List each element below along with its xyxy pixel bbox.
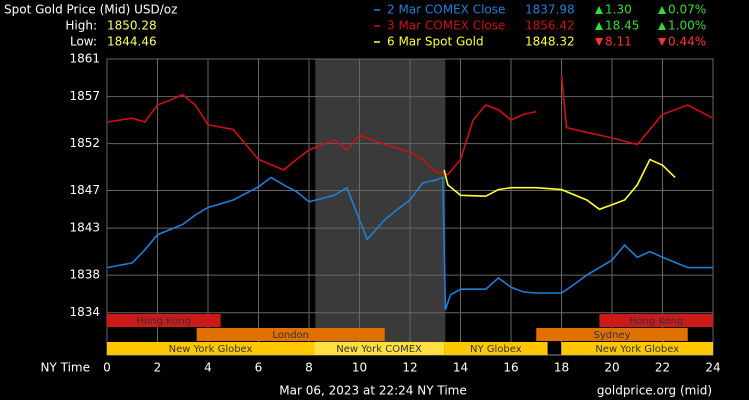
highlight-band (315, 59, 446, 355)
direction-arrow (658, 38, 666, 46)
legend-label: 3 Mar COMEX Close (387, 19, 505, 33)
low-value: 1844.46 (107, 35, 157, 49)
legend-change-pct: 0.44% (668, 35, 706, 49)
low-label: Low: (70, 35, 97, 49)
legend-change-pct: 0.07% (668, 3, 706, 17)
direction-arrow (658, 6, 666, 14)
series-line (443, 158, 676, 211)
legend-label: 6 Mar Spot Gold (387, 35, 484, 49)
x-tick-label: 12 (402, 361, 417, 375)
y-tick-label: 1834 (69, 305, 100, 319)
legend-change: 1.30 (605, 3, 632, 17)
y-tick-label: 1843 (69, 221, 100, 235)
x-tick-label: 8 (305, 361, 313, 375)
y-tick-label: 1857 (69, 89, 100, 103)
session-label: Sydney (593, 330, 630, 341)
session-bar (561, 342, 713, 355)
y-tick-label: 1847 (69, 183, 100, 197)
legend-price: 1856.42 (525, 19, 575, 33)
direction-arrow (658, 22, 666, 30)
x-tick-label: 16 (503, 361, 518, 375)
x-tick-label: 2 (154, 361, 162, 375)
x-tick-label: 20 (604, 361, 619, 375)
session-label: Hong Kong (137, 316, 191, 327)
y-tick-label: 1852 (69, 136, 100, 150)
x-tick-label: 0 (103, 361, 111, 375)
legend-change: 18.45 (605, 19, 639, 33)
legend-label: 2 Mar COMEX Close (387, 3, 505, 17)
session-bar (536, 328, 688, 341)
legend-change-pct: 1.00% (668, 19, 706, 33)
legend-price: 1848.32 (525, 35, 575, 49)
x-tick-label: 22 (655, 361, 670, 375)
x-tick-label: 10 (352, 361, 367, 375)
session-label: New York COMEX (336, 344, 422, 355)
x-tick-label: 24 (705, 361, 720, 375)
x-axis-label: NY Time (41, 361, 91, 375)
high-value: 1850.28 (107, 19, 157, 33)
x-tick-label: 14 (453, 361, 468, 375)
legend-change: 8.11 (605, 35, 632, 49)
session-bar (314, 342, 445, 355)
session-label: New York Globex (169, 344, 253, 355)
session-bar (444, 342, 548, 355)
session-label: Hong Kong (629, 316, 683, 327)
session-bar (107, 314, 221, 327)
direction-arrow (595, 22, 603, 30)
x-tick-label: 18 (554, 361, 569, 375)
source: goldprice.org (mid) (597, 384, 712, 398)
session-bar (196, 328, 385, 341)
session-label: NY Globex (470, 344, 522, 355)
session-label: London (272, 330, 309, 341)
footer: Mar 06, 2023 at 22:24 NY Time (279, 384, 466, 398)
y-tick-label: 1861 (69, 52, 100, 66)
x-tick-label: 6 (255, 361, 263, 375)
chart-title: Spot Gold Price (Mid) USD/oz (4, 3, 177, 17)
x-tick-label: 4 (204, 361, 212, 375)
session-bar (599, 314, 713, 327)
high-label: High: (65, 19, 97, 33)
direction-arrow (595, 38, 603, 46)
legend-price: 1837.98 (525, 3, 575, 17)
direction-arrow (595, 6, 603, 14)
session-label: New York Globex (595, 344, 679, 355)
session-bar (107, 342, 315, 355)
series-line (106, 74, 714, 176)
y-tick-label: 1838 (69, 268, 100, 282)
series-line (106, 176, 713, 311)
